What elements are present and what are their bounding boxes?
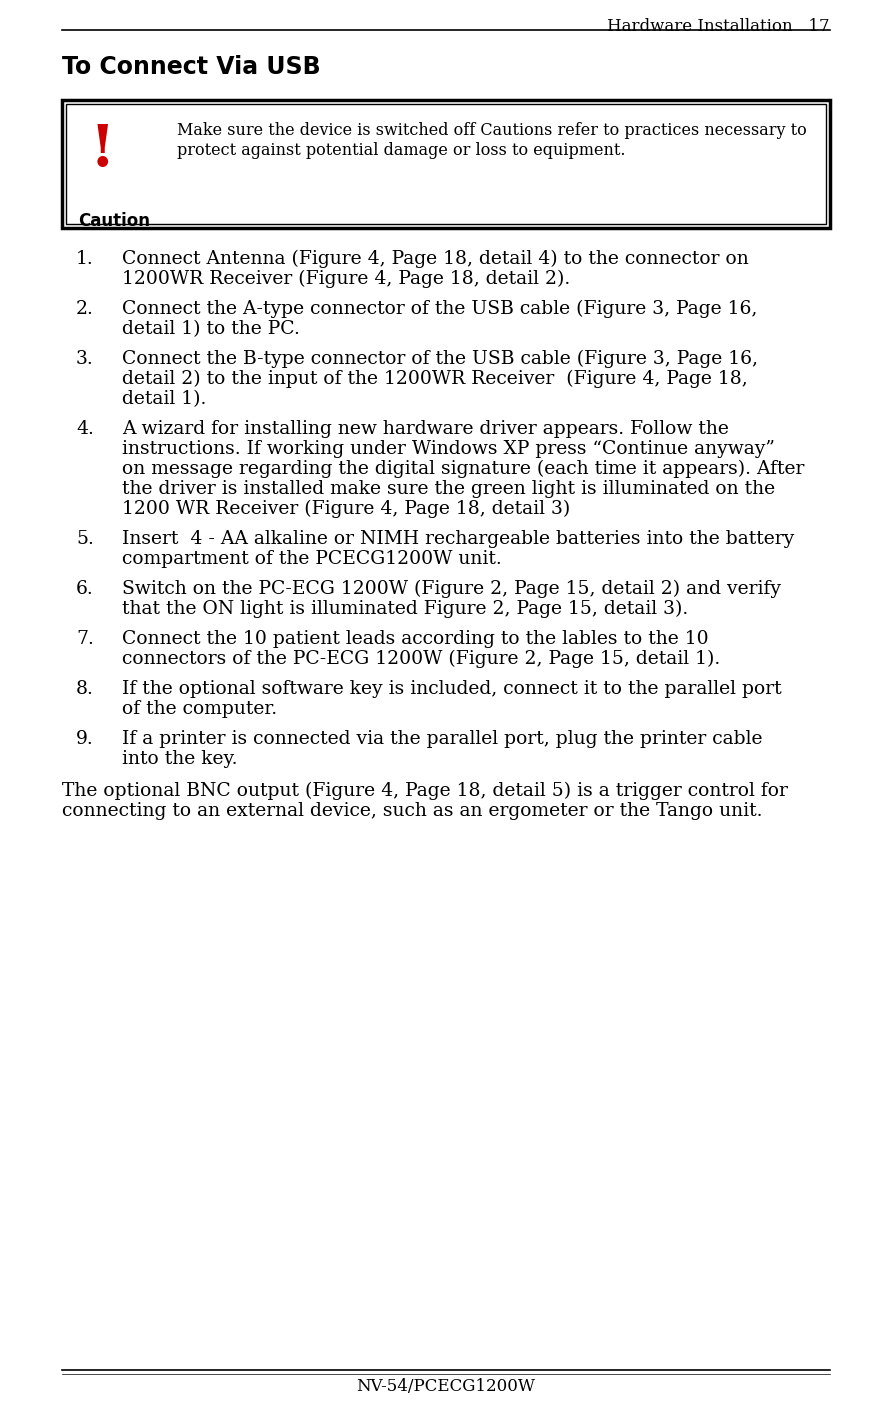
Text: 2.: 2. bbox=[76, 301, 94, 318]
Text: NV-54/PCECG1200W: NV-54/PCECG1200W bbox=[356, 1378, 536, 1395]
Text: into the key.: into the key. bbox=[122, 750, 238, 769]
Text: Caution: Caution bbox=[78, 212, 150, 230]
Text: Switch on the PC-ECG 1200W (Figure 2, Page 15, detail 2) and verify: Switch on the PC-ECG 1200W (Figure 2, Pa… bbox=[122, 580, 781, 599]
Text: Insert  4 - AA alkaline or NIMH rechargeable batteries into the battery: Insert 4 - AA alkaline or NIMH rechargea… bbox=[122, 530, 795, 548]
Text: compartment of the PCECG1200W unit.: compartment of the PCECG1200W unit. bbox=[122, 549, 502, 568]
Text: connecting to an external device, such as an ergometer or the Tango unit.: connecting to an external device, such a… bbox=[62, 802, 762, 821]
Text: connectors of the PC-ECG 1200W (Figure 2, Page 15, detail 1).: connectors of the PC-ECG 1200W (Figure 2… bbox=[122, 651, 720, 669]
Text: A wizard for installing new hardware driver appears. Follow the: A wizard for installing new hardware dri… bbox=[122, 420, 729, 438]
Text: Connect the 10 patient leads according to the lables to the 10: Connect the 10 patient leads according t… bbox=[122, 629, 709, 648]
Bar bbox=[66, 104, 826, 223]
Text: 3.: 3. bbox=[76, 350, 94, 368]
Text: Make sure the device is switched off Cautions refer to practices necessary to: Make sure the device is switched off Cau… bbox=[177, 122, 807, 139]
Text: 7.: 7. bbox=[76, 629, 94, 648]
Text: 6.: 6. bbox=[76, 580, 94, 599]
Text: detail 1).: detail 1). bbox=[122, 391, 206, 407]
Text: 1200WR Receiver (Figure 4, Page 18, detail 2).: 1200WR Receiver (Figure 4, Page 18, deta… bbox=[122, 270, 570, 288]
Text: that the ON light is illuminated Figure 2, Page 15, detail 3).: that the ON light is illuminated Figure … bbox=[122, 600, 688, 618]
Text: detail 2) to the input of the 1200WR Receiver  (Figure 4, Page 18,: detail 2) to the input of the 1200WR Rec… bbox=[122, 370, 748, 388]
Text: instructions. If working under Windows XP press “Continue anyway”: instructions. If working under Windows X… bbox=[122, 440, 775, 458]
Text: Connect Antenna (Figure 4, Page 18, detail 4) to the connector on: Connect Antenna (Figure 4, Page 18, deta… bbox=[122, 250, 749, 268]
Text: To Connect Via USB: To Connect Via USB bbox=[62, 55, 321, 79]
Text: The optional BNC output (Figure 4, Page 18, detail 5) is a trigger control for: The optional BNC output (Figure 4, Page … bbox=[62, 783, 788, 801]
Text: detail 1) to the PC.: detail 1) to the PC. bbox=[122, 320, 300, 339]
Text: protect against potential damage or loss to equipment.: protect against potential damage or loss… bbox=[177, 142, 625, 159]
Text: Connect the B-type connector of the USB cable (Figure 3, Page 16,: Connect the B-type connector of the USB … bbox=[122, 350, 758, 368]
Text: 8.: 8. bbox=[76, 680, 94, 698]
Text: the driver is installed make sure the green light is illuminated on the: the driver is installed make sure the gr… bbox=[122, 481, 775, 497]
Text: 5.: 5. bbox=[76, 530, 94, 548]
Bar bbox=[62, 100, 830, 228]
Text: Connect the A-type connector of the USB cable (Figure 3, Page 16,: Connect the A-type connector of the USB … bbox=[122, 301, 758, 319]
Text: on message regarding the digital signature (each time it appears). After: on message regarding the digital signatu… bbox=[122, 459, 804, 478]
Text: 4.: 4. bbox=[76, 420, 94, 438]
Text: of the computer.: of the computer. bbox=[122, 700, 277, 718]
Text: 1.: 1. bbox=[76, 250, 94, 268]
Text: 1200 WR Receiver (Figure 4, Page 18, detail 3): 1200 WR Receiver (Figure 4, Page 18, det… bbox=[122, 500, 570, 518]
Text: Hardware Installation   17: Hardware Installation 17 bbox=[608, 18, 830, 35]
Text: 9.: 9. bbox=[76, 731, 94, 747]
Text: If the optional software key is included, connect it to the parallel port: If the optional software key is included… bbox=[122, 680, 781, 698]
Text: !: ! bbox=[89, 122, 115, 178]
Text: If a printer is connected via the parallel port, plug the printer cable: If a printer is connected via the parall… bbox=[122, 731, 762, 747]
